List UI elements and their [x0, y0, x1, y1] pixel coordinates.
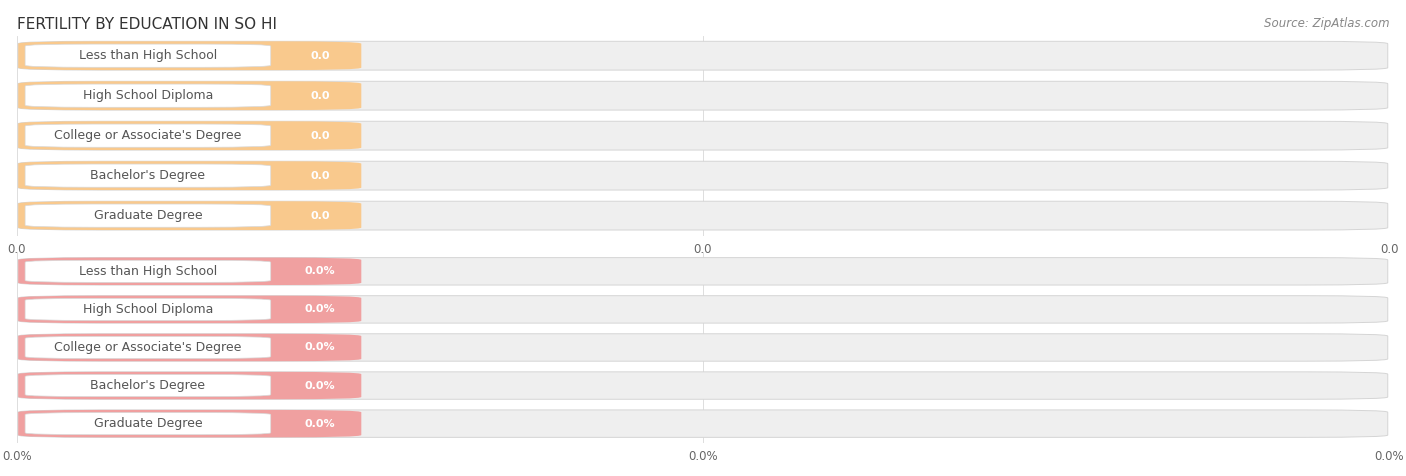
Text: Graduate Degree: Graduate Degree [94, 417, 202, 430]
Text: Less than High School: Less than High School [79, 265, 217, 278]
Text: 0.0%: 0.0% [305, 304, 335, 315]
Text: 0.0%: 0.0% [305, 380, 335, 391]
Text: High School Diploma: High School Diploma [83, 89, 214, 102]
Text: 0.0: 0.0 [7, 243, 27, 256]
FancyBboxPatch shape [25, 44, 271, 67]
FancyBboxPatch shape [25, 298, 271, 320]
FancyBboxPatch shape [18, 296, 361, 323]
Text: 0.0: 0.0 [1379, 243, 1399, 256]
Text: Less than High School: Less than High School [79, 49, 217, 62]
Text: 0.0%: 0.0% [305, 342, 335, 353]
Text: College or Associate's Degree: College or Associate's Degree [55, 129, 242, 142]
FancyBboxPatch shape [18, 410, 361, 437]
Text: High School Diploma: High School Diploma [83, 303, 214, 316]
Text: 0.0: 0.0 [311, 90, 329, 101]
FancyBboxPatch shape [18, 121, 361, 150]
FancyBboxPatch shape [18, 201, 361, 230]
FancyBboxPatch shape [18, 41, 1388, 70]
FancyBboxPatch shape [18, 258, 361, 285]
Text: Bachelor's Degree: Bachelor's Degree [90, 379, 205, 392]
FancyBboxPatch shape [25, 164, 271, 187]
Text: 0.0%: 0.0% [1, 449, 32, 463]
FancyBboxPatch shape [25, 124, 271, 147]
FancyBboxPatch shape [25, 375, 271, 397]
Text: 0.0: 0.0 [311, 210, 329, 221]
FancyBboxPatch shape [18, 258, 1388, 285]
Text: 0.0: 0.0 [311, 50, 329, 61]
FancyBboxPatch shape [18, 81, 1388, 110]
FancyBboxPatch shape [18, 161, 1388, 190]
Text: College or Associate's Degree: College or Associate's Degree [55, 341, 242, 354]
Text: 0.0%: 0.0% [305, 418, 335, 429]
FancyBboxPatch shape [18, 372, 361, 399]
FancyBboxPatch shape [18, 201, 1388, 230]
FancyBboxPatch shape [18, 121, 1388, 150]
Text: 0.0: 0.0 [311, 130, 329, 141]
FancyBboxPatch shape [18, 334, 361, 361]
FancyBboxPatch shape [18, 410, 1388, 437]
FancyBboxPatch shape [25, 337, 271, 358]
Text: Graduate Degree: Graduate Degree [94, 209, 202, 222]
Text: 0.0%: 0.0% [305, 266, 335, 277]
FancyBboxPatch shape [18, 41, 361, 70]
Text: 0.0: 0.0 [311, 170, 329, 181]
FancyBboxPatch shape [25, 84, 271, 107]
Text: FERTILITY BY EDUCATION IN SO HI: FERTILITY BY EDUCATION IN SO HI [17, 17, 277, 32]
FancyBboxPatch shape [18, 81, 361, 110]
FancyBboxPatch shape [25, 260, 271, 282]
FancyBboxPatch shape [25, 204, 271, 227]
FancyBboxPatch shape [25, 413, 271, 435]
FancyBboxPatch shape [18, 161, 361, 190]
Text: Bachelor's Degree: Bachelor's Degree [90, 169, 205, 182]
FancyBboxPatch shape [18, 372, 1388, 399]
FancyBboxPatch shape [18, 334, 1388, 361]
FancyBboxPatch shape [18, 296, 1388, 323]
Text: 0.0%: 0.0% [1374, 449, 1405, 463]
Text: Source: ZipAtlas.com: Source: ZipAtlas.com [1264, 17, 1389, 30]
Text: 0.0: 0.0 [693, 243, 713, 256]
Text: 0.0%: 0.0% [688, 449, 718, 463]
